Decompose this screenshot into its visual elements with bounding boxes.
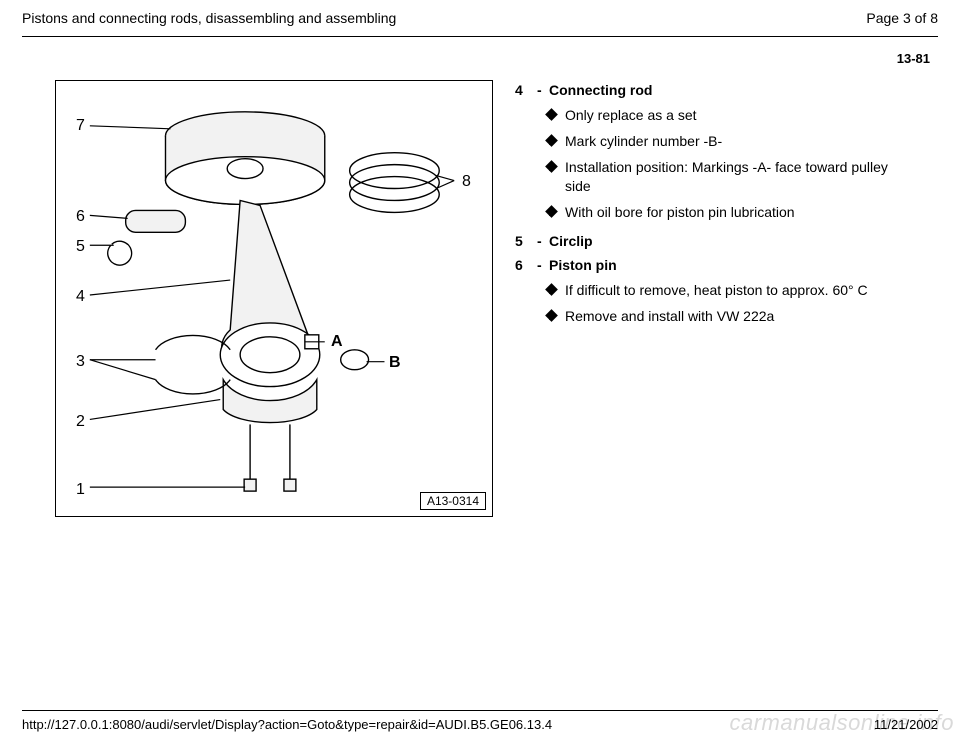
- header-title: Pistons and connecting rods, disassembli…: [22, 10, 396, 26]
- part-6-name: Piston pin: [549, 257, 617, 273]
- part-6-heading: 6 - Piston pin: [515, 257, 913, 273]
- diagram-svg: [56, 81, 492, 516]
- bullet-text: With oil bore for piston pin lubrication: [565, 204, 795, 220]
- page-header: Pistons and connecting rods, disassembli…: [0, 0, 960, 32]
- bullet: Remove and install with VW 222a: [549, 307, 913, 325]
- content-row: 1 2 3 4 5 6 7 8 A B A13-0314 4 - Connect…: [0, 66, 960, 517]
- dash: -: [537, 82, 549, 98]
- bullet: With oil bore for piston pin lubrication: [549, 203, 913, 221]
- bullet-text: If difficult to remove, heat piston to a…: [565, 282, 868, 298]
- callout-8: 8: [462, 173, 471, 191]
- part-4-name: Connecting rod: [549, 82, 652, 98]
- text-column: 4 - Connecting rod Only replace as a set…: [493, 80, 913, 517]
- part-5-name: Circlip: [549, 233, 593, 249]
- bullet: Mark cylinder number -B-: [549, 132, 913, 150]
- part-5-heading: 5 - Circlip: [515, 233, 913, 249]
- bullet-text: Mark cylinder number -B-: [565, 133, 722, 149]
- bullet-text: Only replace as a set: [565, 107, 697, 123]
- bullet: If difficult to remove, heat piston to a…: [549, 281, 913, 299]
- bullet-text: Installation position: Markings -A- face…: [565, 159, 888, 193]
- dash: -: [537, 257, 549, 273]
- bullet: Only replace as a set: [549, 106, 913, 124]
- callout-3: 3: [76, 353, 85, 371]
- callout-1: 1: [76, 481, 85, 499]
- ref-a: A: [331, 333, 343, 351]
- part-6-bullets: If difficult to remove, heat piston to a…: [515, 281, 913, 325]
- page-footer: http://127.0.0.1:8080/audi/servlet/Displ…: [0, 710, 960, 742]
- part-4-bullets: Only replace as a set Mark cylinder numb…: [515, 106, 913, 221]
- ref-b: B: [389, 354, 401, 372]
- exploded-diagram: 1 2 3 4 5 6 7 8 A B A13-0314: [55, 80, 493, 517]
- callout-6: 6: [76, 208, 85, 226]
- callout-7: 7: [76, 117, 85, 135]
- callout-4: 4: [76, 288, 85, 306]
- callout-2: 2: [76, 413, 85, 431]
- callout-5: 5: [76, 238, 85, 256]
- dash: -: [537, 233, 549, 249]
- section-number: 13-81: [0, 37, 960, 66]
- bullet-text: Remove and install with VW 222a: [565, 308, 774, 324]
- footer-date: 11/21/2002: [874, 717, 938, 732]
- part-4-num: 4: [515, 82, 537, 98]
- bullet: Installation position: Markings -A- face…: [549, 158, 913, 194]
- part-4-heading: 4 - Connecting rod: [515, 82, 913, 98]
- footer-url: http://127.0.0.1:8080/audi/servlet/Displ…: [22, 717, 552, 732]
- part-5-num: 5: [515, 233, 537, 249]
- diagram-code: A13-0314: [420, 492, 486, 510]
- header-page: Page 3 of 8: [866, 10, 938, 26]
- footer-rule: [22, 710, 938, 711]
- part-6-num: 6: [515, 257, 537, 273]
